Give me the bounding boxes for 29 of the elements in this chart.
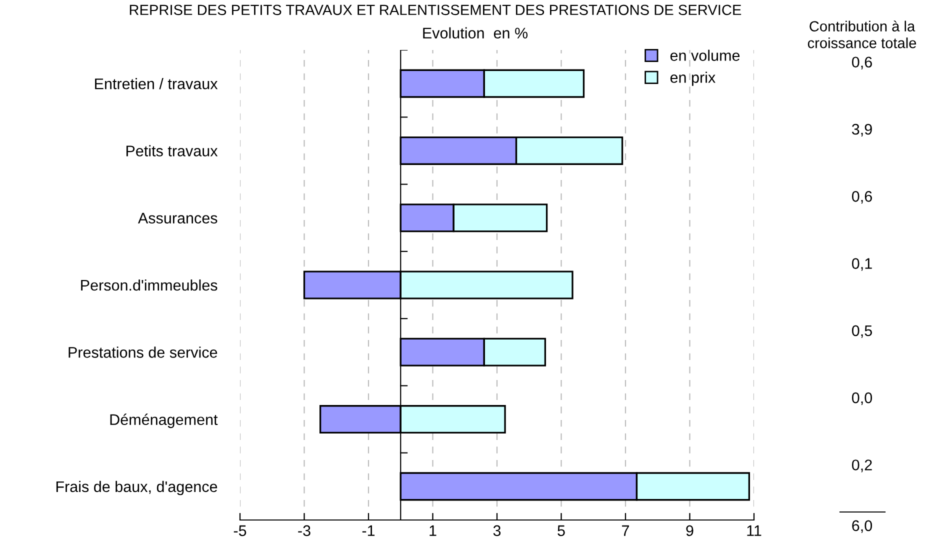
- text: 0,2: [852, 460, 872, 472]
- x-tick-label: 3: [493, 525, 501, 536]
- x-tick-label: 5: [558, 525, 565, 536]
- text: 0,1: [852, 258, 872, 271]
- x-tick-label: -1: [362, 525, 375, 536]
- text: Contribution à la croissance totale: [808, 20, 916, 48]
- text: 3,9: [852, 124, 872, 136]
- legend-label: en volume: [670, 50, 740, 61]
- x-tick-label: -3: [298, 525, 310, 536]
- y-tick-label: Person.d'immeubles: [81, 279, 218, 291]
- text: 0,0: [852, 392, 872, 406]
- y-tick-label: Entretien / travaux: [95, 78, 218, 90]
- y-tick-label: Assurances: [138, 212, 218, 224]
- y-tick-label: Prestations de service: [68, 346, 218, 358]
- y-tick-label: Déménagement: [110, 414, 218, 428]
- text: 0,6: [852, 56, 872, 70]
- x-tick-label: 11: [747, 525, 762, 536]
- text: 0,6: [852, 190, 872, 204]
- x-tick-label: 9: [686, 525, 694, 536]
- y-tick-label: Petits travaux: [126, 145, 218, 156]
- x-tick-label: 1: [430, 525, 436, 536]
- text: 6,0: [852, 520, 872, 533]
- chart-subtitle: Evolution en %: [423, 27, 528, 39]
- y-tick-label: Frais de baux, d'agence: [56, 480, 218, 496]
- x-tick-label: -5: [234, 525, 246, 536]
- text: 0,5: [852, 325, 872, 338]
- x-tick-label: 7: [622, 525, 629, 536]
- chart-title: REPRISE DES PETITS TRAVAUX ET RALENTISSEMENT DES PRESTATIONS DE SERVICE: [130, 4, 742, 16]
- legend-label: en prix: [670, 72, 716, 86]
